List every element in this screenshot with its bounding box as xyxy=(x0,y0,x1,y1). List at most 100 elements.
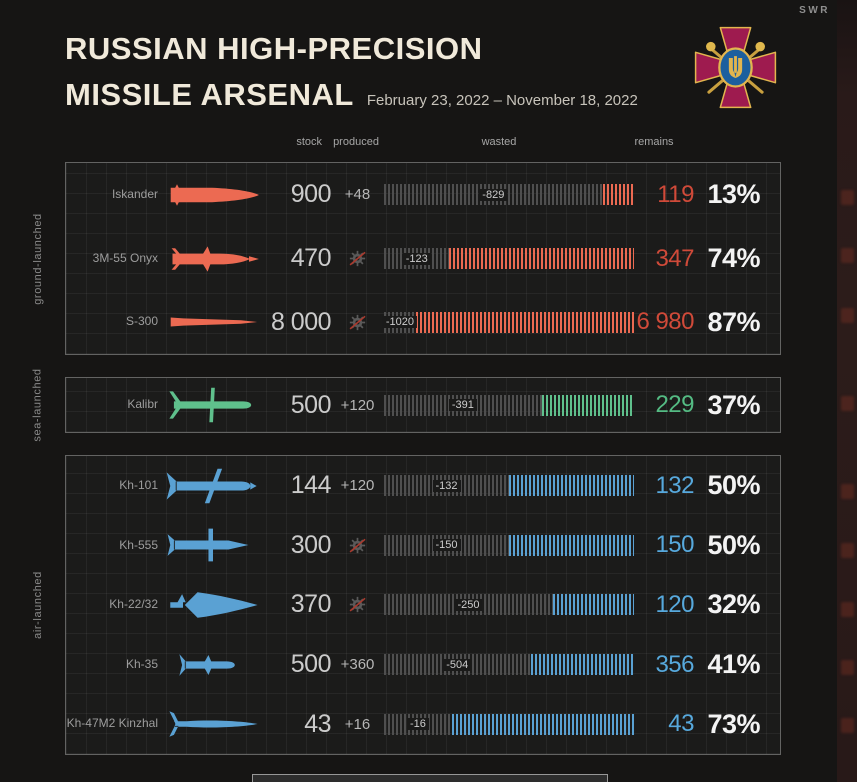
missile-name: Kh-555 xyxy=(119,537,158,552)
no-production-icon xyxy=(331,537,384,554)
remains-segment xyxy=(552,594,634,616)
title-line1: RUSSIAN HIGH-PRECISION xyxy=(65,31,483,66)
remains-value: 43 xyxy=(668,710,694,738)
column-header-stock: stock xyxy=(296,136,322,148)
missile-row: Kh-22/32 370 -250 120 32% xyxy=(66,575,780,635)
usage-bar: -250 xyxy=(384,594,634,616)
wasted-segment: -504 xyxy=(384,654,531,676)
wasted-value: -1020 xyxy=(382,316,418,329)
remains-percent: 87% xyxy=(707,306,760,337)
group-label: sea-launched xyxy=(32,368,44,442)
missile-group-ground-launched: ground-launched Iskander 900 +48 -829 11… xyxy=(32,162,781,355)
remains-value: 356 xyxy=(655,650,694,678)
usage-bar: -150 xyxy=(384,534,634,556)
remains-segment xyxy=(602,184,634,206)
missile-name: 3M-55 Onyx xyxy=(92,250,158,265)
sliver-mark xyxy=(841,543,854,558)
group-label: air-launched xyxy=(32,571,44,639)
wasted-value: -391 xyxy=(448,399,477,411)
sliver-mark xyxy=(841,660,854,675)
sliver-mark xyxy=(841,718,854,733)
remains-percent: 50% xyxy=(707,529,760,560)
kh35-missile-icon xyxy=(158,645,268,685)
remains-percent: 74% xyxy=(707,243,760,273)
missile-name: Kh-35 xyxy=(125,656,158,671)
remains-value: 120 xyxy=(655,590,694,618)
remains-percent: 37% xyxy=(707,389,760,420)
missile-row: S-300 8 000 -1020 6 980 87% xyxy=(66,290,780,354)
kalibr-missile-icon xyxy=(158,385,268,425)
usage-bar: -391 xyxy=(384,394,634,416)
missile-row: Iskander 900 +48 -829 119 13% xyxy=(66,163,780,227)
title-line2: MISSILE ARSENAL xyxy=(65,77,354,112)
sliver-mark xyxy=(841,190,854,205)
usage-bar: -132 xyxy=(384,475,634,497)
sliver-mark xyxy=(841,602,854,617)
remains-segment xyxy=(530,654,634,676)
produced-value: +120 xyxy=(340,477,375,495)
usage-bar: -16 xyxy=(384,713,634,735)
remains-percent: 73% xyxy=(707,708,760,739)
usage-bar: -829 xyxy=(384,184,634,206)
usage-bar: -1020 xyxy=(382,311,634,333)
missile-name: Kalibr xyxy=(127,397,158,412)
stock-value: 470 xyxy=(290,244,332,272)
iskander-missile-icon xyxy=(158,177,268,213)
produced-value: +360 xyxy=(340,656,375,674)
missile-row: Kh-47M2 Kinzhal 43 +16 -16 43 73% xyxy=(66,694,780,754)
stock-value: 370 xyxy=(290,590,332,619)
wasted-value: -16 xyxy=(406,718,429,731)
missile-row: Kh-35 500 +360 -504 356 41% xyxy=(66,635,780,695)
group-panel: Kh-101 144 +120 -132 132 50% Kh-555 300 … xyxy=(65,455,781,755)
wasted-segment: -16 xyxy=(384,713,452,735)
no-production-icon xyxy=(331,250,384,267)
onyx-missile-icon xyxy=(158,241,268,277)
remains-segment xyxy=(509,475,634,497)
date-range: February 23, 2022 – November 18, 2022 xyxy=(366,92,638,109)
stock-value: 500 xyxy=(290,390,332,419)
page-title: RUSSIAN HIGH-PRECISION MISSILE ARSENAL Fe… xyxy=(65,26,638,124)
group-label: ground-launched xyxy=(32,212,45,305)
missile-name: Kh-101 xyxy=(119,478,158,492)
remains-segment xyxy=(541,394,634,416)
stock-value: 300 xyxy=(290,530,332,559)
wasted-segment: -123 xyxy=(384,248,450,269)
remains-value: 6 980 xyxy=(636,308,694,336)
missile-name: Kh-47M2 Kinzhal xyxy=(66,716,158,731)
produced-value: +120 xyxy=(340,396,375,414)
kh2232-missile-icon xyxy=(158,585,268,625)
remains-segment xyxy=(509,534,634,556)
wasted-value: -123 xyxy=(402,252,431,265)
sliver-mark xyxy=(841,396,854,411)
sliver-mark xyxy=(841,484,854,499)
stock-value: 500 xyxy=(290,650,332,679)
missile-group-air-launched: air-launched Kh-101 144 +120 -132 132 50… xyxy=(32,455,781,755)
missile-row: Kh-555 300 -150 150 50% xyxy=(66,516,780,576)
swr-watermark: SWR xyxy=(799,5,830,16)
missile-row: Kalibr 500 +120 -391 229 37% xyxy=(66,378,780,432)
usage-bar: -504 xyxy=(384,654,634,676)
adjacent-page-sliver xyxy=(837,0,857,782)
wasted-value: -504 xyxy=(443,658,472,671)
wasted-segment: -132 xyxy=(384,475,509,497)
no-production-icon xyxy=(331,314,384,331)
wasted-segment: -391 xyxy=(384,394,542,416)
wasted-segment: -1020 xyxy=(382,311,418,333)
remains-segment xyxy=(415,311,634,333)
remains-segment xyxy=(451,713,634,735)
remains-value: 119 xyxy=(657,180,694,208)
produced-value: +16 xyxy=(344,715,371,733)
wasted-value: -150 xyxy=(432,539,461,552)
column-header-produced: produced xyxy=(333,136,379,148)
group-panel: Iskander 900 +48 -829 119 13% 3M-55 Onyx… xyxy=(65,162,781,355)
wasted-segment: -829 xyxy=(384,184,603,206)
wasted-segment: -150 xyxy=(384,534,509,556)
usage-bar: -123 xyxy=(384,248,634,269)
remains-percent: 13% xyxy=(707,179,760,210)
produced-value: +48 xyxy=(344,186,371,204)
stock-value: 900 xyxy=(290,180,332,209)
wasted-value: -132 xyxy=(432,479,461,492)
kh555-missile-icon xyxy=(158,525,268,565)
stock-value: 43 xyxy=(304,709,331,738)
sliver-mark xyxy=(841,248,854,263)
